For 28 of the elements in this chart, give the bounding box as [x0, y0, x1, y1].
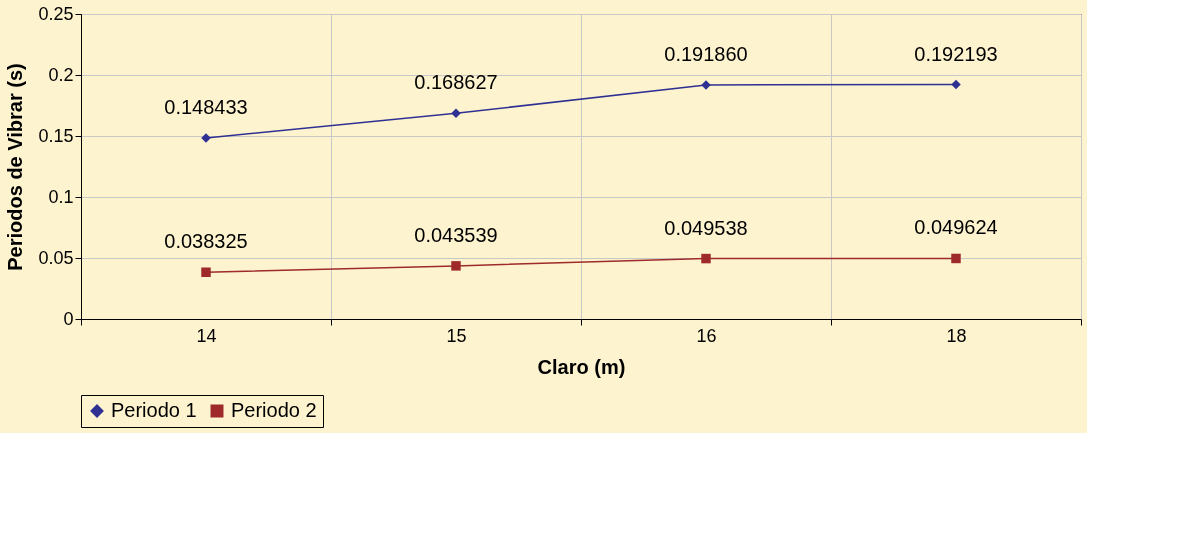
y-axis-title: Periodos de Vibrar (s): [4, 63, 27, 271]
legend-label: Periodo 1: [111, 399, 197, 421]
point: [451, 108, 461, 119]
x-tick-label: 14: [196, 325, 217, 346]
data-label: 0.043539: [414, 223, 498, 246]
data-label: 0.038325: [164, 230, 248, 253]
x-tick-label: 16: [696, 325, 717, 346]
y-tick-label: 0: [63, 308, 74, 329]
y-tick-label: 0.05: [38, 247, 74, 268]
point: [451, 261, 461, 271]
data-label: 0.049624: [914, 216, 998, 239]
point: [951, 79, 961, 90]
data-label: 0.192193: [914, 42, 998, 65]
point: [201, 267, 211, 277]
point: [701, 253, 711, 264]
data-label: 0.049538: [664, 216, 748, 239]
y-tick-label: 0.25: [38, 3, 74, 24]
x-axis-title: Claro (m): [537, 355, 626, 378]
point: [951, 253, 961, 264]
y-tick-label: 0.2: [48, 64, 74, 85]
y-tick-label: 0.1: [48, 186, 74, 207]
data-label: 0.148433: [164, 95, 248, 118]
legend-label: Periodo 2: [231, 399, 317, 421]
data-label: 0.191860: [664, 42, 748, 65]
y-tick-label: 0.15: [38, 125, 74, 146]
x-tick-label: 18: [946, 325, 967, 346]
x-tick-label: 15: [446, 325, 467, 346]
data-label: 0.168627: [414, 71, 498, 94]
